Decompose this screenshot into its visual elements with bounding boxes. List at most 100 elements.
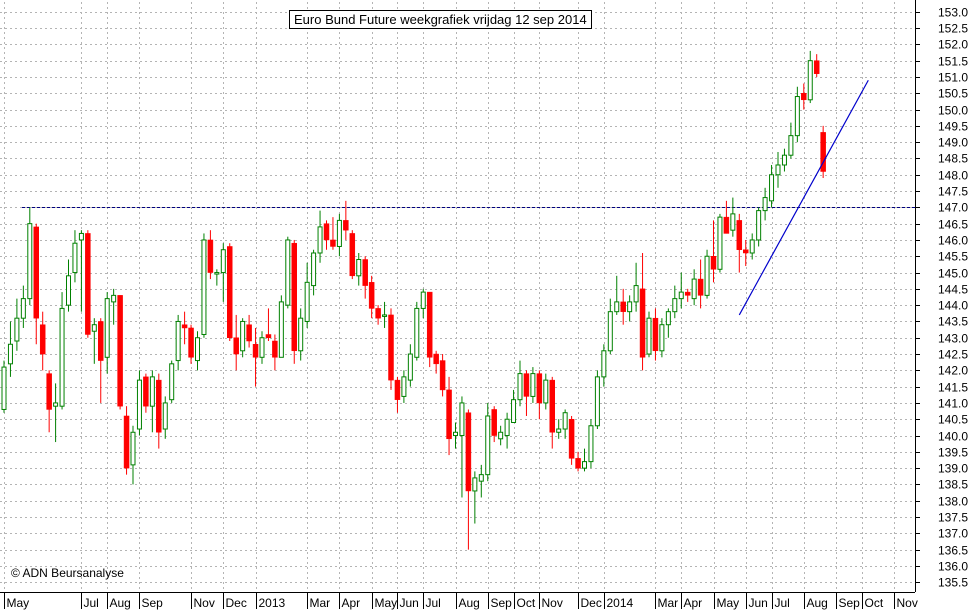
candle-body (323, 223, 330, 241)
candle-body (130, 431, 136, 466)
candle-body (543, 379, 549, 404)
candle-body (549, 379, 555, 433)
candle-body (265, 334, 272, 338)
candle-body (594, 376, 600, 427)
candle-body (420, 291, 426, 309)
candle-body (736, 220, 743, 250)
candle-body (582, 461, 587, 469)
y-tick-label: 138.0 (938, 495, 968, 509)
candle-body (149, 376, 155, 407)
x-tick-label: Jul (426, 596, 441, 610)
candle-body (665, 311, 671, 326)
x-tick-label: Aug (110, 596, 131, 610)
candle-body (453, 431, 458, 437)
x-tick-label: Mar (658, 596, 679, 610)
candle-body (14, 317, 20, 342)
x-tick-label: Dec (581, 596, 602, 610)
candle-body (78, 232, 84, 241)
y-tick-label: 137.5 (938, 511, 968, 525)
x-tick-label: Sep (142, 596, 164, 610)
x-tick-label: Nov (897, 596, 918, 610)
candle-body (59, 307, 65, 407)
candle-body (7, 343, 13, 365)
y-tick-label: 142.5 (938, 348, 968, 362)
candle-body (285, 239, 291, 306)
x-tick-label: Oct (517, 596, 536, 610)
candle-body (717, 216, 723, 270)
candle-body (214, 272, 220, 275)
candle-body (775, 164, 781, 176)
candle-body (820, 132, 826, 172)
candle-body (588, 425, 594, 463)
y-tick-label: 147.0 (938, 201, 968, 215)
candle-body (330, 239, 336, 247)
candle-body (349, 233, 356, 277)
candle-body (72, 242, 78, 274)
candle-body (491, 409, 497, 436)
candle-body (794, 96, 800, 137)
candle-body (272, 340, 278, 358)
candle-body (259, 337, 265, 358)
x-tick-label: Sep (839, 596, 861, 610)
x-tick-label: Aug (459, 596, 480, 610)
y-tick-label: 149.5 (938, 120, 968, 134)
y-tick-label: 139.0 (938, 462, 968, 476)
candle-body (53, 402, 59, 407)
candle-body (472, 477, 478, 492)
y-tick-label: 148.5 (938, 152, 968, 166)
y-tick-label: 143.5 (938, 315, 968, 329)
y-tick-label: 142.0 (938, 364, 968, 378)
candle-body (343, 220, 349, 231)
candle-body (627, 301, 633, 313)
candle-body (781, 154, 787, 166)
candle-body (311, 252, 317, 287)
x-tick-label: Jun (749, 596, 768, 610)
candle-body (201, 239, 207, 335)
x-tick-label: Aug (807, 596, 828, 610)
candle-body (523, 373, 530, 397)
candle-body (614, 301, 620, 313)
candle-body (233, 337, 239, 355)
candle-body (769, 174, 775, 202)
candle-body (27, 223, 33, 300)
candle-body (66, 275, 71, 306)
y-tick-label: 144.5 (938, 283, 968, 297)
candle-body (407, 353, 413, 381)
candle-body (304, 281, 310, 322)
x-tick-label: May (717, 596, 740, 610)
chart-title: Euro Bund Future weekgrafiek vrijdag 12 … (289, 10, 592, 29)
candle-body (240, 320, 246, 352)
candle-body (743, 249, 749, 254)
candle-body (336, 219, 342, 247)
candle-body (723, 216, 730, 234)
y-tick-label: 152.5 (938, 22, 968, 36)
candle-body (710, 256, 717, 270)
candle-body (368, 282, 375, 309)
candle-body (394, 379, 401, 400)
candle-body (498, 431, 504, 440)
candle-body (298, 317, 304, 352)
candle-body (136, 379, 142, 430)
candle-body (788, 135, 794, 156)
y-tick-label: 135.5 (938, 576, 968, 590)
candle-body (433, 353, 439, 365)
x-tick-label: Nov (194, 596, 215, 610)
candle-body (639, 288, 646, 358)
candle-body (143, 376, 149, 407)
candle-body (807, 60, 813, 101)
candle-body (652, 317, 659, 352)
candle-body (246, 324, 252, 342)
candle-body (562, 412, 568, 430)
candle-body (39, 324, 46, 355)
y-tick-label: 147.5 (938, 185, 968, 199)
y-tick-label: 151.0 (938, 71, 968, 85)
candle-body (813, 60, 820, 74)
candle-body (749, 239, 755, 254)
candle-body (169, 363, 175, 401)
x-tick-label: Oct (865, 596, 884, 610)
candle-body (426, 291, 433, 358)
candle-body (33, 226, 39, 319)
candle-body (252, 344, 259, 358)
candle-body (601, 350, 607, 378)
